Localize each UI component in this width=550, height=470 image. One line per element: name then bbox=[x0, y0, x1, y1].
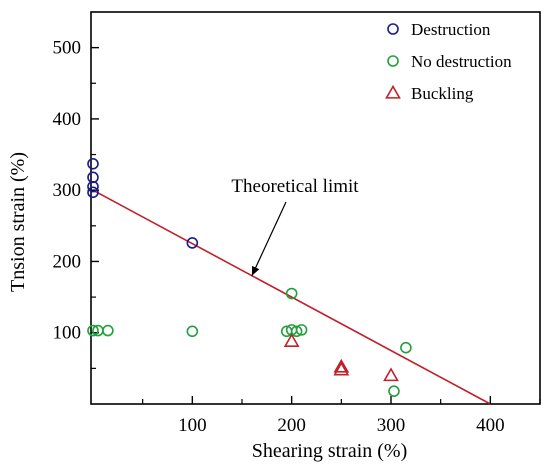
annotations: Theoretical limit bbox=[231, 176, 359, 276]
no-destruction-point bbox=[295, 324, 308, 336]
destruction-point bbox=[87, 180, 99, 193]
destruction-point bbox=[87, 158, 99, 170]
x-axis: 100 200 300 400 bbox=[142, 396, 541, 436]
no-destruction-point bbox=[388, 385, 400, 397]
buckling-point bbox=[333, 358, 350, 373]
theoretical-limit-line bbox=[92, 189, 491, 405]
buckling-point bbox=[333, 361, 350, 376]
plot-area bbox=[90, 11, 541, 405]
plot-frame bbox=[90, 11, 541, 405]
no-destruction-point bbox=[87, 324, 99, 337]
legend-marker-destruction bbox=[387, 23, 399, 35]
y-axis-title: Tnsion strain (%) bbox=[7, 152, 29, 292]
buckling-point bbox=[383, 367, 399, 382]
y-tick-label: 300 bbox=[53, 180, 82, 201]
no-destruction-point bbox=[290, 325, 303, 338]
legend-label-destruction: Destruction bbox=[411, 20, 491, 39]
destruction-point bbox=[87, 186, 99, 199]
data-markers bbox=[87, 158, 412, 397]
no-destruction-point bbox=[285, 287, 298, 300]
y-tick-label: 400 bbox=[53, 109, 82, 130]
legend: Destruction No destruction Buckling bbox=[385, 20, 512, 103]
y-tick-label: 200 bbox=[53, 251, 82, 272]
legend-marker-buckling bbox=[385, 84, 401, 99]
x-tick-label: 100 bbox=[178, 415, 207, 436]
x-axis-title: Shearing strain (%) bbox=[252, 440, 408, 462]
y-tick-label: 100 bbox=[53, 323, 82, 344]
y-axis: 100 200 300 400 500 bbox=[53, 38, 99, 369]
no-destruction-point bbox=[102, 324, 114, 337]
x-tick-label: 200 bbox=[277, 415, 306, 436]
destruction-point bbox=[186, 237, 199, 249]
x-tick-label: 400 bbox=[476, 415, 505, 436]
x-tick-label: 300 bbox=[377, 415, 406, 436]
y-tick-label: 500 bbox=[53, 38, 82, 59]
no-destruction-point bbox=[400, 341, 412, 354]
annotation-label: Theoretical limit bbox=[231, 176, 359, 197]
no-destruction-point bbox=[186, 325, 199, 338]
legend-marker-no-destruction bbox=[387, 55, 399, 67]
legend-label-buckling: Buckling bbox=[411, 84, 474, 103]
legend-label-no-destruction: No destruction bbox=[411, 52, 512, 71]
buckling-point bbox=[283, 333, 300, 347]
annotation-arrow-shaft bbox=[251, 201, 287, 276]
limit-lines bbox=[92, 189, 491, 405]
annotation-arrow-head bbox=[251, 265, 260, 276]
